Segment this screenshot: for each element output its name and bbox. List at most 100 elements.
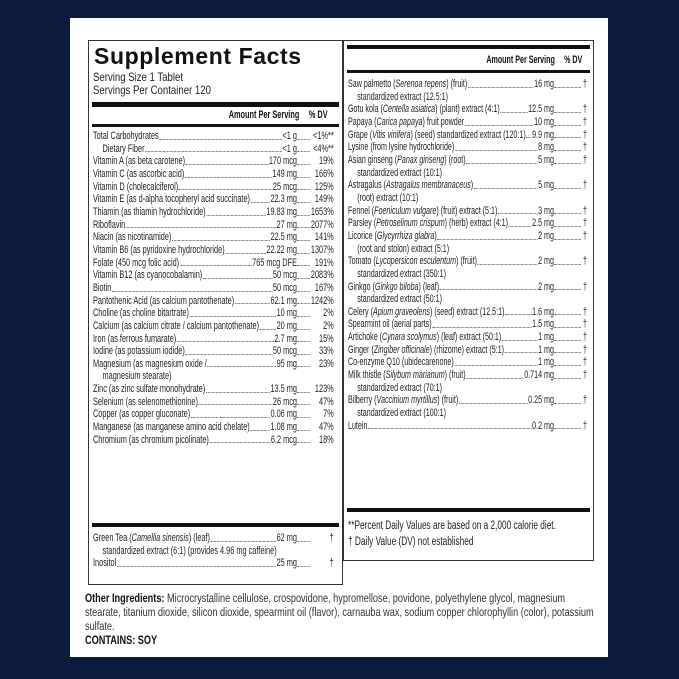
nutrient-name: Riboflavin <box>93 219 125 232</box>
nutrient-detail: standardized extract (70:1) <box>357 381 443 394</box>
dot-leader <box>297 391 310 393</box>
nutrient-name-text: Riboflavin <box>93 218 126 231</box>
nutrient-name-text: Choline (as choline bitartrate) <box>93 307 189 320</box>
nutrient-row: Choline (as choline bitartrate) 10 mg 2% <box>93 307 334 320</box>
nutrient-name-text: Manganese (as manganese amino acid chela… <box>93 421 250 434</box>
dot-leader <box>368 428 532 430</box>
nutrient-name-text: Selenium (as selenomethionine) <box>93 395 198 408</box>
nutrient-row: Astragalus (Astragalus membranaceus) 5 mg… <box>348 179 587 204</box>
amount-per-serving: 765 mcg DFE <box>252 256 297 269</box>
nutrient-name-suffix: ) (fruit) <box>437 394 459 407</box>
nutrient-name: Lysine (from lysine hydrochloride) <box>348 141 454 154</box>
column-header: Amount Per Serving % DV <box>348 54 582 67</box>
percent-daily-value: 19% <box>319 155 334 168</box>
nutrient-name: Ginger (Zingiber officinale) (rhizome) e… <box>348 344 504 357</box>
amount-per-serving: 26 mcg <box>272 395 297 408</box>
dot-leader <box>554 225 581 227</box>
dot-leader <box>259 328 276 330</box>
nutrient-name-suffix: ) (rhizome) extract (5:1) <box>429 343 505 356</box>
nutrient-line: Saw palmetto (Serenoa repens) (fruit) 16 … <box>348 78 587 91</box>
percent-daily-value: 15% <box>319 332 334 345</box>
dot-leader <box>464 124 534 126</box>
dot-leader <box>209 442 271 444</box>
divider <box>92 124 339 127</box>
nutrient-name-text: Copper (as copper gluconate) <box>93 408 191 421</box>
percent-daily-value: 23% <box>319 357 334 370</box>
dot-leader <box>185 353 273 355</box>
percent-daily-value: 149% <box>314 193 334 206</box>
dot-leader <box>554 187 581 189</box>
nutrient-line: Selenium (as selenomethionine) 26 mcg 47% <box>93 396 334 409</box>
dot-leader <box>189 315 276 317</box>
nutrient-name-text: Spearmint oil (aerial parts) <box>348 318 432 331</box>
nutrient-name-suffix: ) (seed) extract (12.5:1) <box>429 305 505 318</box>
nutrient-name: Vitamin B6 (as pyridoxine hydrochloride) <box>93 244 225 257</box>
dot-leader <box>508 225 532 227</box>
nutrient-row: Bilberry (Vaccinium myrtillus) (fruit) 0.… <box>348 394 587 419</box>
nutrient-name: Artichoke (Cynara scolymus) (leaf) extra… <box>348 331 501 344</box>
percent-daily-value: † <box>582 305 587 318</box>
nutrient-name: Vitamin C (as ascorbic acid) <box>93 168 184 181</box>
dot-leader <box>500 111 528 113</box>
dot-leader <box>297 201 310 203</box>
thick-divider <box>347 508 590 512</box>
nutrient-row: Green Tea (Camellia sinensis) (leaf) 62 m… <box>93 532 334 557</box>
dot-leader <box>297 366 310 368</box>
nutrient-name-text: Milk thistle ( <box>348 369 386 382</box>
dot-leader <box>501 339 538 341</box>
amount-per-serving: <1 g <box>282 142 297 155</box>
dot-leader <box>554 428 581 430</box>
nutrient-row: Vitamin A (as beta carotene) 170 mcg 19% <box>93 155 334 168</box>
nutrient-name: Calcium (as calcium citrate / calcium pa… <box>93 320 259 333</box>
dot-leader <box>297 239 310 241</box>
percent-daily-value: † <box>582 141 587 154</box>
dot-leader <box>554 314 581 316</box>
nutrient-name: Vitamin D (cholecalciferol) <box>93 181 178 194</box>
percent-daily-value: † <box>582 153 587 166</box>
amount-per-serving: 149 mg <box>272 167 297 180</box>
dot-leader <box>250 201 270 203</box>
percent-daily-value: † <box>329 532 334 544</box>
nutrient-name: Dietary Fiber <box>103 143 145 156</box>
nutrient-line: Ginkgo (Ginkgo biloba) (leaf) 2 mg † <box>348 281 587 294</box>
nutrient-name-text: Lutein <box>348 419 368 432</box>
dot-leader <box>477 263 538 265</box>
supplement-facts-right-column: Amount Per Serving % DV Saw palmetto (Se… <box>343 40 594 561</box>
nutrient-name: Green Tea (Camellia sinensis) (leaf) <box>93 532 210 545</box>
nutrient-name-suffix: ) (fruit) <box>444 369 466 382</box>
amount-per-serving: 50 mcg <box>272 269 297 282</box>
nutrient-row: Manganese (as manganese amino acid chela… <box>93 421 334 434</box>
percent-daily-value: 1653% <box>310 205 334 218</box>
latin-name: Camellia sinensis <box>131 532 189 544</box>
nutrient-row: Vitamin D (cholecalciferol) 25 mcg 125% <box>93 181 334 194</box>
nutrient-line: Co-enzyme Q10 (ubidecarenone) 1 mg † <box>348 356 587 369</box>
nutrient-row: Chromium (as chromium picolinate) 6.2 mcg… <box>93 434 334 447</box>
dot-leader <box>554 352 581 354</box>
nutrient-line: Riboflavin 27 mg 2077% <box>93 219 334 232</box>
nutrient-name-text: Vitamin A (as beta carotene) <box>93 155 186 168</box>
dot-leader <box>554 238 581 240</box>
percent-daily-value: 2083% <box>310 269 334 282</box>
nutrient-row: Ginger (Zingiber officinale) (rhizome) e… <box>348 344 587 357</box>
dot-leader <box>297 565 310 567</box>
amount-per-serving: 3 mg <box>538 204 554 217</box>
nutrient-line: Copper (as copper gluconate) 0.06 mg 7% <box>93 408 334 421</box>
amount-per-serving: 0.2 mg <box>532 419 554 432</box>
dot-leader <box>116 565 276 567</box>
label-title: Supplement Facts <box>94 43 302 69</box>
nutrient-row: Selenium (as selenomethionine) 26 mcg 47% <box>93 396 334 409</box>
amount-per-serving: 12.5 mg <box>528 103 554 116</box>
other-nutrient-list: Green Tea (Camellia sinensis) (leaf) 62 m… <box>93 532 334 570</box>
percent-daily-value: 47% <box>319 421 334 434</box>
nutrient-list: Total Carbohydrates <1 g <1%** Dietary Fibe… <box>93 130 334 446</box>
nutrient-name: Gotu kola (Centella asiatica) (plant) ex… <box>348 103 500 116</box>
serving-size: Serving Size 1 Tablet <box>93 70 184 84</box>
servings-per-container: Servings Per Container 120 <box>93 82 211 97</box>
thick-divider <box>92 102 339 107</box>
nutrient-name-text: Niacin (as nicotinamide) <box>93 231 172 244</box>
nutrient-line: Ginger (Zingiber officinale) (rhizome) e… <box>348 344 587 357</box>
nutrient-name: Iodine (as potassium iodide) <box>93 345 185 358</box>
nutrient-name: Co-enzyme Q10 (ubidecarenone) <box>348 356 454 369</box>
nutrient-name-text: Tomato ( <box>348 255 376 268</box>
nutrient-line: Iodine (as potassium iodide) 50 mcg 33% <box>93 345 334 358</box>
